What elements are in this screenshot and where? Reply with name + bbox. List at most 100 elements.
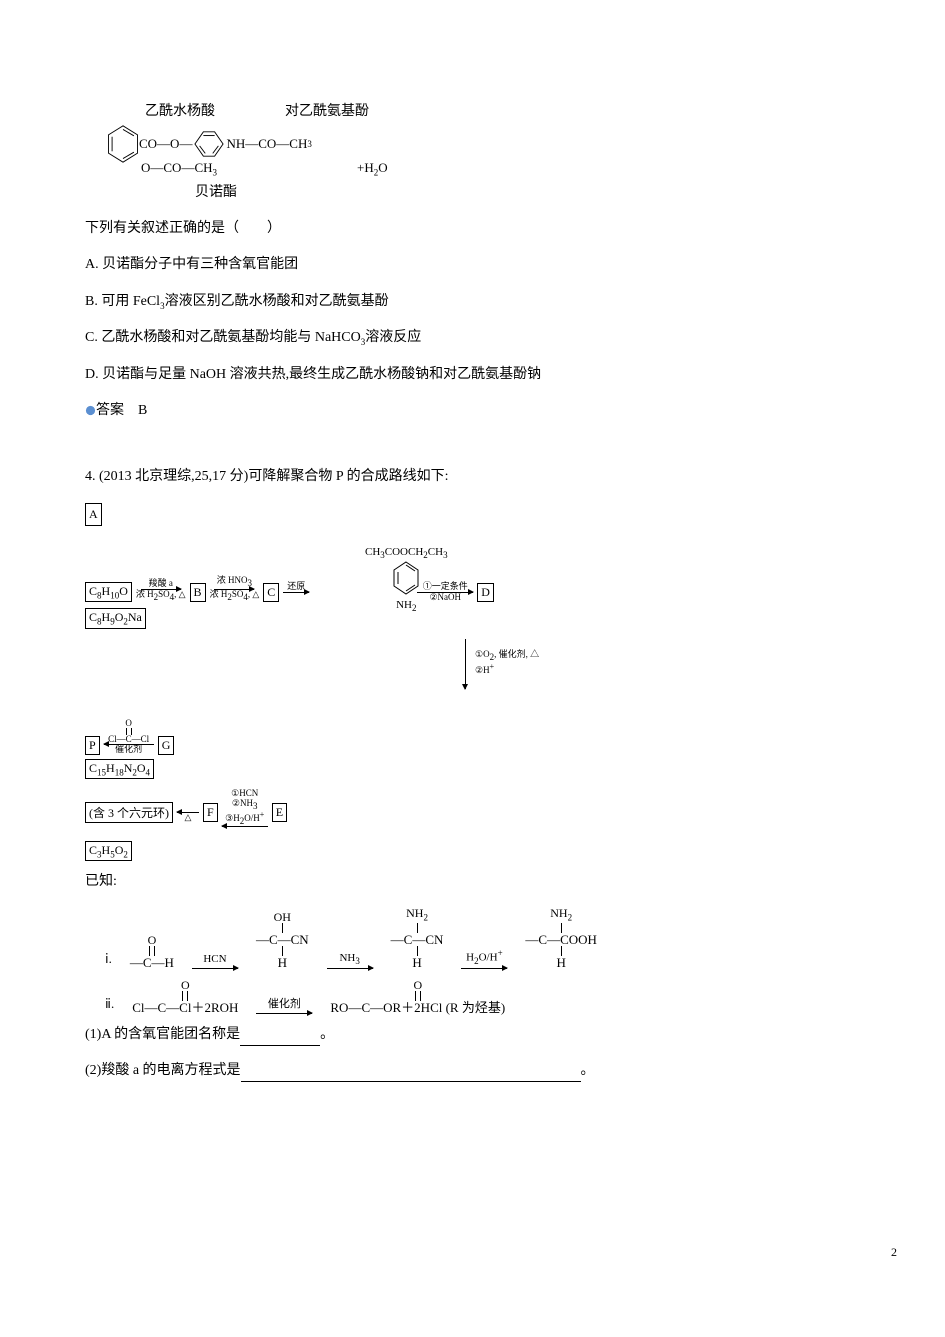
ki-frag4: NH2 —C—COOH H [525, 907, 597, 968]
option-b: B. 可用 FeCl3溶液区别乙酰水杨酸和对乙酰氨基酚 [85, 291, 860, 313]
scheme-down-arrow: ①O2, 催化剂, △ ②H+ [465, 639, 860, 709]
a2b2: SO [232, 589, 244, 599]
answer-label: 答案 [96, 403, 124, 418]
ct2: COOCH [385, 546, 424, 558]
arrow-p-g: O Cl—C—Cl 催化剂 [104, 719, 154, 755]
blank-1[interactable] [240, 1031, 320, 1046]
sq2e: 。 [581, 1063, 595, 1078]
label-paracetamol: 对乙酰氨基酚 [285, 100, 369, 120]
kia33: + [498, 948, 503, 958]
box-e: E [272, 803, 287, 822]
bs2: H [102, 610, 111, 624]
kii-idx: ⅱ. [105, 995, 114, 1013]
q4-box-a-row: A [85, 503, 860, 526]
box-c8h10o: C8H10O [85, 582, 132, 602]
bp7: 4 [146, 767, 151, 777]
box-d: D [477, 583, 494, 602]
ct5: 3 [443, 550, 448, 560]
box-c15h18n2o4: C15H18N2O4 [85, 759, 154, 779]
arrow-3rings-f: △ [177, 802, 199, 823]
a4t: ①一定条件 [423, 582, 468, 592]
bf0: C [89, 843, 97, 857]
opt-b-suffix: 溶液区别乙酰水杨酸和对乙酰氨基酚 [165, 294, 389, 309]
da-b1: + [490, 662, 495, 671]
r3t32: O/H [244, 813, 260, 823]
blank-2[interactable] [241, 1067, 581, 1082]
box-b: B [190, 583, 206, 602]
box-c: C [263, 583, 279, 602]
sf4: O [119, 584, 128, 598]
kiia: 催化剂 [268, 997, 301, 1012]
box-3rings: (含 3 个六元环) [85, 802, 173, 823]
kif2t: OH [274, 911, 291, 923]
ki-arrow1: HCN [192, 952, 238, 968]
sq1t: (1)A 的含氧官能团名称是 [85, 1027, 240, 1042]
answer-row: 答案 B [85, 400, 860, 422]
option-d: D. 贝诺酯与足量 NaOH 溶液共热,最终生成乙酰水杨酸钠和对乙酰氨基酚钠 [85, 364, 860, 386]
ki-arrow2: NH3 [327, 951, 373, 969]
frag-ococh: O—CO—CH [141, 160, 213, 175]
cb1: 2 [412, 603, 417, 613]
kif3t0: NH [406, 906, 423, 920]
opt-c-prefix: C. 乙酰水杨酸和对乙酰氨基酚均能与 NaHCO [85, 330, 361, 345]
kii-left: O Cl—C—Cl＋2ROH [132, 979, 238, 1014]
sub-ch3-2: 3 [213, 168, 218, 178]
a3t: 还原 [287, 582, 305, 592]
kif1t: O [148, 934, 157, 946]
sub-q2: (2)羧酸 a 的电离方程式是 。 [85, 1060, 860, 1082]
kif2b: H [278, 956, 287, 969]
sf3: 10 [110, 590, 119, 600]
ct4: CH [428, 546, 443, 558]
a2t0: 浓 HNO [217, 575, 248, 585]
sub-ch3-1: 3 [307, 139, 312, 149]
ki-frag1: O —C—H [130, 934, 174, 969]
known-label: 已知: [85, 871, 860, 893]
scheme-row-2: P O Cl—C—Cl 催化剂 G C15H18N2O4 [85, 719, 860, 779]
kia21: 3 [355, 956, 360, 966]
kif4b: H [556, 956, 565, 969]
r2O: O [125, 719, 132, 728]
kif4t1: 2 [568, 913, 573, 923]
kif4m: —C—COOH [525, 933, 597, 946]
bp6: O [137, 761, 146, 775]
option-c: C. 乙酰水杨酸和对乙酰氨基酚均能与 NaHCO3溶液反应 [85, 327, 860, 349]
sq2t: (2)羧酸 a 的电离方程式是 [85, 1063, 241, 1078]
kia32: O/H [479, 952, 498, 964]
compound-labels: 乙酰水杨酸 对乙酰氨基酚 [85, 100, 860, 120]
a1b2: SO [158, 589, 170, 599]
sub-q1: (1)A 的含氧官能团名称是。 [85, 1024, 860, 1046]
opt-c-suffix: 溶液反应 [365, 330, 421, 345]
bf2: H [102, 843, 111, 857]
kif3t1: 2 [423, 913, 428, 923]
ki-arrow3: H2O/H+ [461, 947, 507, 968]
answer-value: B [138, 403, 147, 418]
page-number: 2 [891, 1245, 897, 1260]
bs6: Na [128, 610, 142, 624]
r2t: Cl—C—Cl [108, 735, 149, 744]
r3t20: ②NH [232, 798, 253, 808]
a1t: 羧酸 a [149, 579, 173, 589]
box-c8h9o2na: C8H9O2Na [85, 608, 146, 628]
sf2: H [102, 584, 111, 598]
answer-bullet-icon [85, 405, 96, 416]
benzene-ring-2 [192, 129, 226, 159]
arrow-3: 还原 [283, 582, 309, 603]
ki-frag3: NH2 —C—CN H [391, 907, 444, 968]
q4-source: 4. (2013 北京理综,25,17 分)可降解聚合物 P 的合成路线如下: [85, 466, 860, 488]
kia30: H [466, 952, 474, 964]
opt-b-prefix: B. 可用 FeCl [85, 294, 160, 309]
arrow-f-e: ①HCN ②NH3 ③H2O/H+ [222, 789, 268, 836]
scheme-row-1: CH3COOCH2CH3 NH2 C8H10O 羧酸 a 浓 H2SO4, △ [85, 576, 860, 629]
frag-co-o: CO—O— [139, 136, 192, 152]
bp2: H [106, 761, 115, 775]
kif1m: —C—H [130, 956, 174, 969]
bf5: 2 [123, 849, 128, 859]
kii-right: O RO—C—OR＋2HCl (R 为烃基) [330, 979, 505, 1014]
arrow-4: ①一定条件 ②NaOH [417, 582, 473, 603]
r3t33: + [260, 810, 265, 819]
scheme-row-3: (含 3 个六元环) △ F ①HCN ②NH3 ③H2O/H+ E [85, 789, 860, 861]
a4b: ②NaOH [429, 593, 461, 603]
kif4t0: NH [550, 906, 567, 920]
product-label: 贝诺酯 [85, 182, 860, 204]
ct0: CH [365, 546, 380, 558]
